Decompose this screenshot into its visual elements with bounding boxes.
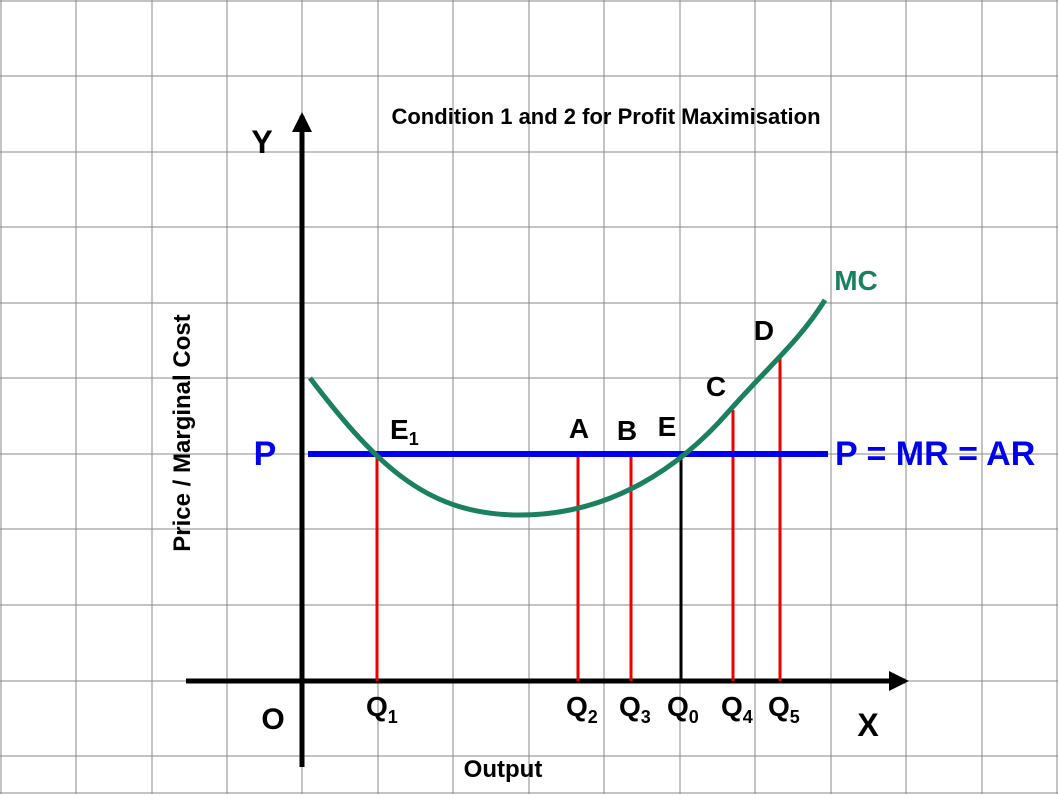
y-axis-label: Price / Marginal Cost	[169, 314, 196, 551]
diagram-title: Condition 1 and 2 for Profit Maximisatio…	[391, 104, 820, 129]
price-label: P	[254, 435, 277, 473]
point-label-c: C	[706, 371, 726, 402]
quantity-label-q4: Q4	[721, 691, 753, 727]
point-label-a: A	[569, 413, 589, 444]
mc-label: MC	[834, 265, 878, 296]
origin-label: O	[261, 703, 284, 736]
quantity-label-q5: Q5	[768, 691, 800, 727]
point-label-e1: E1	[390, 414, 419, 449]
quantity-label-q1: Q1	[366, 691, 398, 727]
x-axis-label: Output	[464, 756, 543, 783]
mc-curve	[308, 298, 828, 518]
point-label-d: D	[754, 315, 774, 346]
point-label-e: E	[658, 411, 677, 442]
output-drop-lines	[375, 357, 782, 681]
x-axis-letter: X	[857, 707, 879, 743]
quantity-label-q0: Q0	[667, 691, 699, 727]
price-line-label: P = MR = AR	[835, 435, 1035, 473]
quantity-label-q3: Q3	[619, 691, 651, 727]
point-label-b: B	[617, 415, 637, 446]
quantity-label-q2: Q2	[566, 691, 598, 727]
y-axis-letter: Y	[251, 124, 272, 160]
